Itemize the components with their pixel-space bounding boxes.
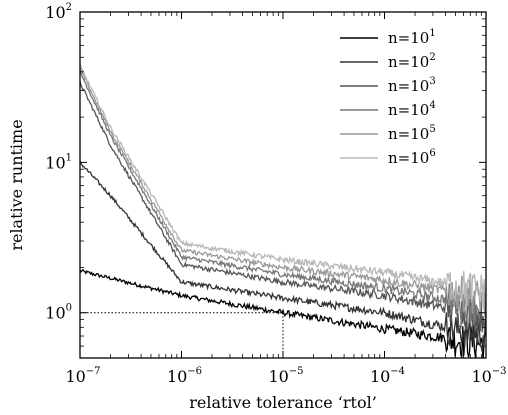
series-layer <box>80 63 486 358</box>
legend-label: n=101 <box>388 28 436 47</box>
y-tick-label: 102 <box>45 2 72 22</box>
series-line-n-1e4 <box>80 70 486 322</box>
x-tick-label: 10−3 <box>471 366 506 386</box>
x-tick-label: 10−5 <box>268 366 303 386</box>
y-tick-label: 100 <box>45 303 72 323</box>
series-line-n-1e3 <box>80 80 486 334</box>
legend-label: n=104 <box>388 100 436 119</box>
y-axis-label: relative runtime <box>7 119 26 250</box>
legend-label: n=103 <box>388 76 436 95</box>
legend-label: n=106 <box>388 148 436 167</box>
legend: n=101 n=102 n=103 n=104 n=105 n=106 <box>340 28 436 167</box>
x-axis-label: relative tolerance ‘rtol’ <box>189 393 377 412</box>
reference-lines <box>80 312 284 358</box>
series-line-n-1e1 <box>80 268 486 358</box>
series-line-n-1e5 <box>80 67 486 314</box>
legend-label: n=105 <box>388 124 436 143</box>
legend-label: n=102 <box>388 52 436 71</box>
series-line-n-1e2 <box>80 160 486 352</box>
x-tick-label: 10−6 <box>167 366 202 386</box>
x-tick-label: 10−4 <box>370 366 405 386</box>
series-line-n-1e6 <box>80 63 486 308</box>
axis-ticks: 10−7 10−6 10−5 10−4 10−3 100 101 102 <box>45 2 506 386</box>
x-tick-label: 10−7 <box>65 366 100 386</box>
y-tick-label: 101 <box>45 152 72 172</box>
